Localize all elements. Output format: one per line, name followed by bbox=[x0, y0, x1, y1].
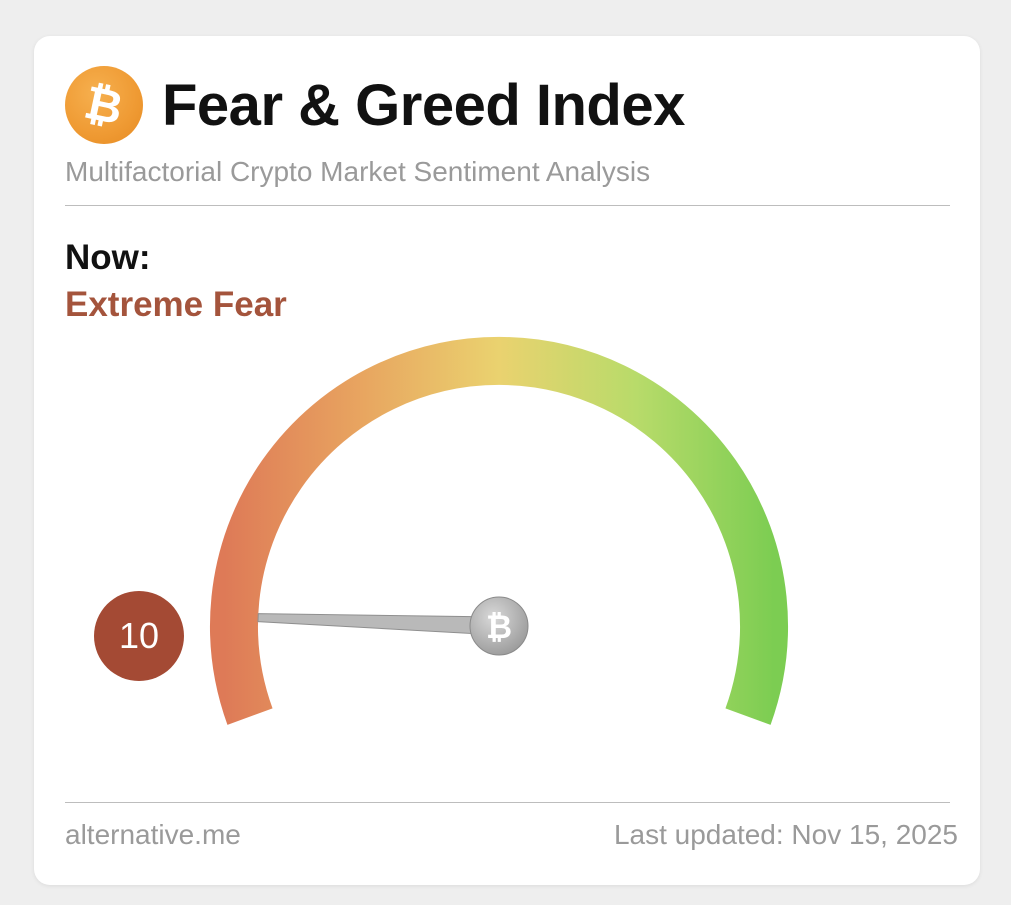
page-title: Fear & Greed Index bbox=[162, 73, 685, 138]
bitcoin-logo-icon: ₿ bbox=[65, 66, 143, 144]
header-divider bbox=[65, 205, 950, 206]
sentiment-classification: Extreme Fear bbox=[65, 285, 287, 324]
gauge-arc bbox=[210, 336, 788, 725]
gauge-hub bbox=[469, 596, 529, 656]
now-label: Now: bbox=[65, 238, 151, 277]
footer-divider bbox=[65, 802, 950, 803]
gauge-needle bbox=[257, 613, 500, 636]
last-updated-text: Last updated: Nov 15, 2025 bbox=[613, 819, 958, 850]
sentiment-gauge: ₿ bbox=[210, 336, 788, 725]
bitcoin-icon: ₿ bbox=[486, 609, 512, 645]
page-subtitle: Multifactorial Crypto Market Sentiment A… bbox=[65, 156, 651, 187]
fear-greed-card: ₿ Fear & Greed Index Multifactorial Cryp… bbox=[34, 36, 980, 885]
index-value-badge: 10 bbox=[94, 591, 184, 681]
source-link[interactable]: alternative.me bbox=[65, 819, 241, 850]
